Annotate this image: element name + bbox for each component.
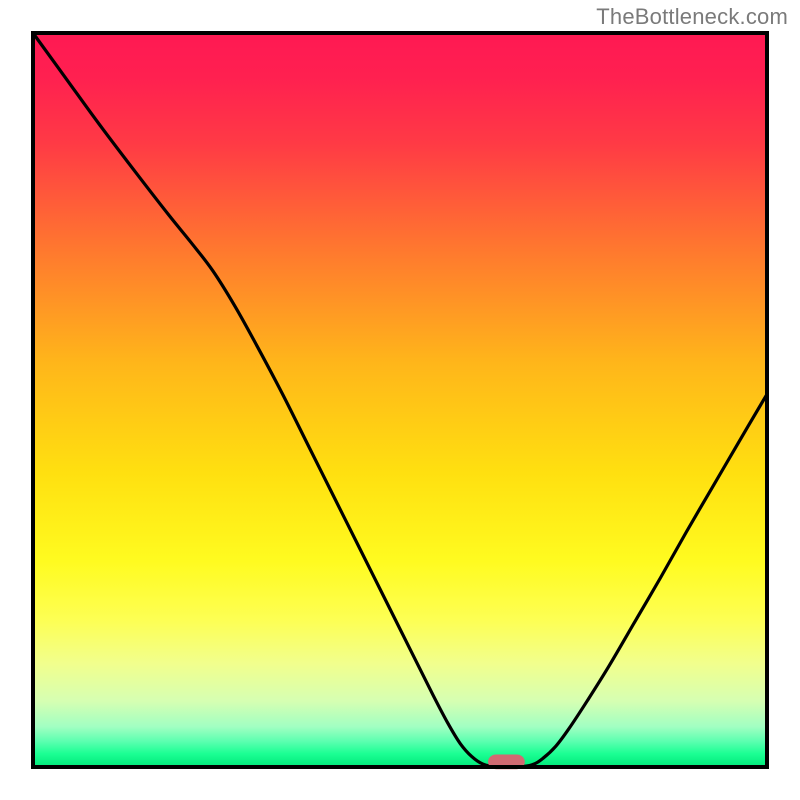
bottleneck-chart: TheBottleneck.com — [0, 0, 800, 800]
watermark-text: TheBottleneck.com — [596, 4, 788, 30]
chart-background — [33, 33, 767, 767]
chart-svg — [0, 0, 800, 800]
